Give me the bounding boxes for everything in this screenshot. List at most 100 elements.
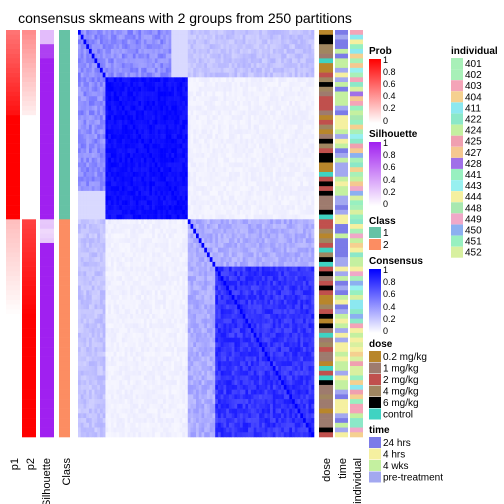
consensus-cell bbox=[179, 214, 183, 220]
consensus-cell bbox=[270, 148, 274, 154]
p2-cell bbox=[22, 105, 36, 111]
consensus-cell bbox=[165, 58, 169, 64]
consensus-cell bbox=[239, 67, 243, 73]
consensus-cell bbox=[303, 190, 307, 196]
consensus-cell bbox=[127, 110, 131, 116]
consensus-cell bbox=[179, 238, 183, 244]
consensus-cell bbox=[209, 48, 213, 54]
consensus-cell bbox=[119, 34, 123, 40]
consensus-cell bbox=[154, 72, 158, 78]
consensus-cell bbox=[160, 195, 164, 201]
consensus-cell bbox=[204, 214, 208, 220]
consensus-cell bbox=[215, 96, 219, 102]
consensus-cell bbox=[294, 58, 298, 64]
consensus-cell bbox=[311, 44, 315, 50]
consensus-cell bbox=[83, 252, 87, 258]
consensus-cell bbox=[245, 100, 249, 107]
consensus-cell bbox=[234, 224, 238, 230]
consensus-cell bbox=[297, 266, 301, 272]
silhouette-cell bbox=[40, 313, 54, 319]
consensus-cell bbox=[132, 115, 136, 121]
consensus-cell bbox=[105, 105, 109, 111]
consensus-cell bbox=[204, 110, 208, 116]
consensus-cell bbox=[130, 176, 134, 182]
consensus-cell bbox=[185, 162, 189, 168]
consensus-cell bbox=[220, 238, 224, 244]
consensus-cell bbox=[174, 190, 178, 196]
consensus-cell bbox=[217, 72, 221, 78]
consensus-cell bbox=[231, 48, 235, 54]
consensus-cell bbox=[80, 228, 84, 234]
consensus-cell bbox=[308, 162, 312, 168]
consensus-cell bbox=[138, 143, 142, 149]
consensus-cell bbox=[308, 224, 312, 230]
p2-cell bbox=[22, 162, 36, 168]
consensus-cell bbox=[86, 82, 90, 88]
consensus-cell bbox=[165, 252, 169, 258]
consensus-cell bbox=[209, 119, 213, 125]
consensus-cell bbox=[80, 63, 84, 69]
consensus-cell bbox=[149, 148, 153, 154]
consensus-cell bbox=[135, 228, 139, 234]
consensus-cell bbox=[212, 219, 216, 225]
p2-cell bbox=[22, 72, 36, 78]
consensus-cell bbox=[275, 181, 279, 187]
consensus-cell bbox=[267, 30, 271, 36]
silhouette-cell bbox=[40, 318, 54, 324]
consensus-cell bbox=[305, 205, 309, 211]
consensus-cell bbox=[94, 205, 98, 211]
consensus-cell bbox=[278, 228, 282, 234]
consensus-cell bbox=[152, 39, 156, 45]
class-cell bbox=[59, 394, 70, 400]
consensus-cell bbox=[231, 186, 235, 192]
consensus-cell bbox=[248, 238, 252, 244]
consensus-cell bbox=[297, 205, 301, 211]
consensus-cell bbox=[157, 205, 161, 211]
consensus-cell bbox=[289, 58, 293, 64]
consensus-cell bbox=[83, 195, 87, 201]
consensus-cell bbox=[239, 129, 243, 135]
consensus-cell bbox=[157, 157, 161, 163]
consensus-cell bbox=[146, 176, 150, 182]
consensus-cell bbox=[201, 44, 205, 50]
silhouette-cell bbox=[40, 375, 54, 381]
consensus-cell bbox=[130, 110, 134, 116]
consensus-cell bbox=[157, 209, 161, 215]
consensus-cell bbox=[78, 242, 82, 248]
consensus-cell bbox=[311, 153, 315, 159]
consensus-cell bbox=[283, 157, 287, 163]
silhouette-cell bbox=[40, 261, 54, 267]
consensus-cell bbox=[91, 242, 95, 248]
consensus-cell bbox=[223, 44, 227, 50]
consensus-cell bbox=[116, 30, 120, 36]
consensus-cell bbox=[308, 119, 312, 125]
consensus-cell bbox=[234, 242, 238, 248]
consensus-cell bbox=[283, 171, 287, 178]
consensus-cell bbox=[138, 105, 142, 111]
p2-cell bbox=[22, 124, 36, 130]
consensus-cell bbox=[152, 124, 156, 130]
consensus-cell bbox=[223, 247, 227, 253]
consensus-cell bbox=[121, 153, 125, 159]
consensus-cell bbox=[88, 91, 93, 97]
consensus-cell bbox=[239, 181, 243, 187]
consensus-cell bbox=[209, 280, 213, 286]
p2-cell bbox=[22, 209, 36, 215]
consensus-cell bbox=[256, 34, 260, 40]
consensus-cell bbox=[113, 266, 117, 272]
consensus-cell bbox=[283, 214, 287, 220]
consensus-cell bbox=[97, 228, 101, 234]
consensus-cell bbox=[204, 53, 208, 59]
consensus-cell bbox=[292, 214, 296, 220]
consensus-cell bbox=[163, 271, 167, 277]
consensus-cell bbox=[124, 129, 128, 135]
class-cell bbox=[59, 356, 70, 362]
consensus-cell bbox=[135, 115, 139, 121]
consensus-cell bbox=[130, 72, 134, 78]
consensus-cell bbox=[110, 252, 114, 258]
consensus-cell bbox=[141, 238, 145, 244]
consensus-cell bbox=[245, 115, 249, 121]
consensus-cell bbox=[250, 138, 254, 144]
consensus-cell bbox=[99, 100, 103, 107]
silhouette-cell bbox=[40, 134, 54, 140]
